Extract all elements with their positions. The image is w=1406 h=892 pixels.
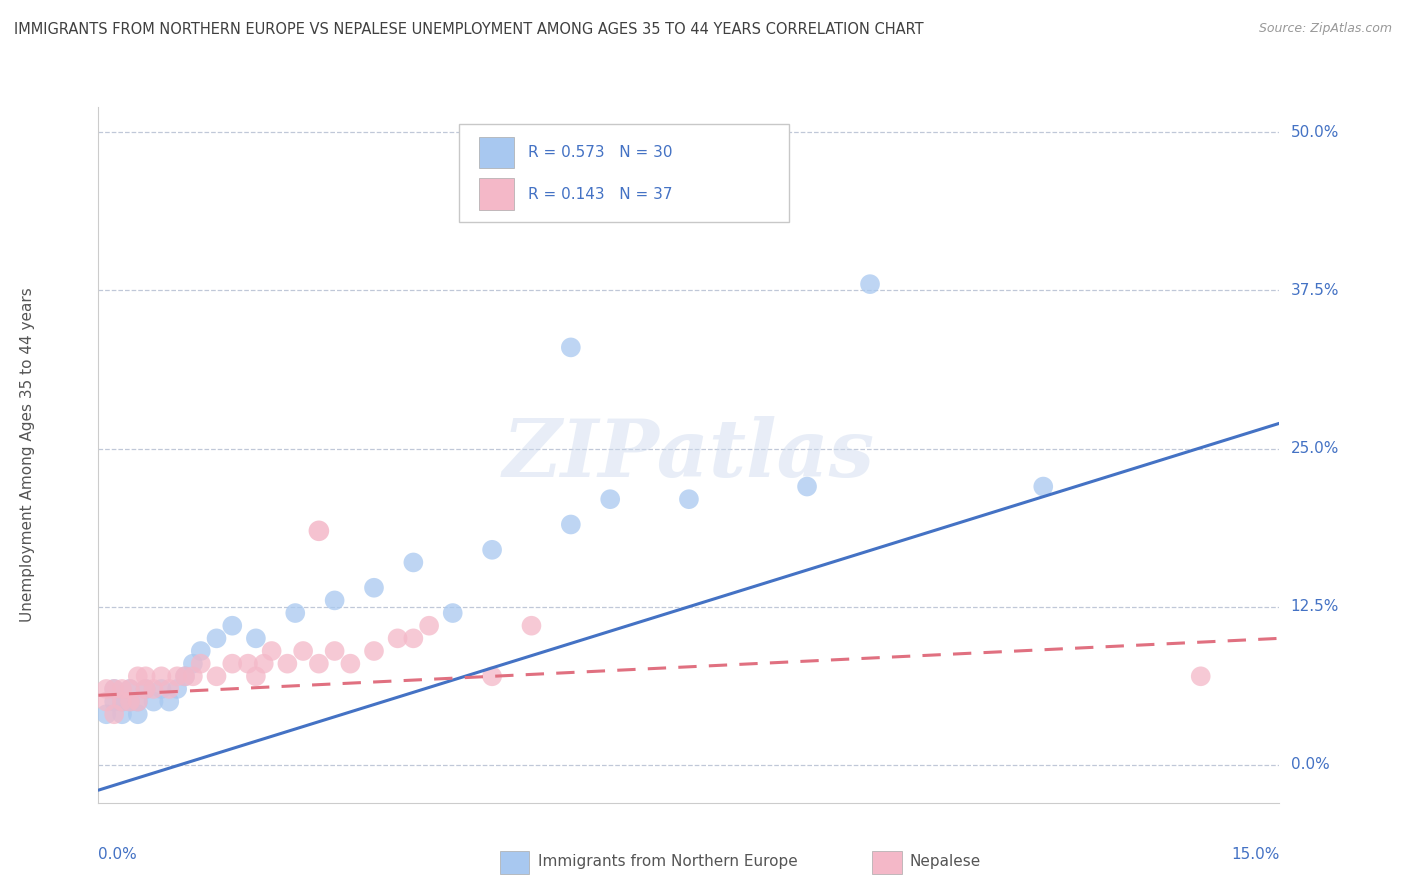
- Point: [599, 492, 621, 507]
- Point: [118, 695, 141, 709]
- FancyBboxPatch shape: [872, 851, 901, 874]
- Text: 12.5%: 12.5%: [1291, 599, 1339, 615]
- Point: [150, 681, 173, 696]
- Text: 25.0%: 25.0%: [1291, 442, 1339, 456]
- Point: [111, 695, 134, 709]
- Point: [859, 277, 882, 292]
- Point: [135, 681, 157, 696]
- Point: [111, 681, 134, 696]
- Point: [363, 644, 385, 658]
- Point: [236, 657, 259, 671]
- Point: [276, 657, 298, 671]
- Point: [253, 657, 276, 671]
- Point: [103, 707, 125, 722]
- Point: [127, 695, 149, 709]
- Point: [205, 669, 228, 683]
- Point: [1189, 669, 1212, 683]
- Point: [118, 681, 141, 696]
- Point: [520, 176, 543, 190]
- Point: [181, 657, 204, 671]
- Point: [157, 681, 180, 696]
- Point: [166, 681, 188, 696]
- Text: IMMIGRANTS FROM NORTHERN EUROPE VS NEPALESE UNEMPLOYMENT AMONG AGES 35 TO 44 YEA: IMMIGRANTS FROM NORTHERN EUROPE VS NEPAL…: [14, 22, 924, 37]
- Text: ZIPatlas: ZIPatlas: [503, 417, 875, 493]
- Point: [481, 669, 503, 683]
- FancyBboxPatch shape: [458, 124, 789, 222]
- Point: [402, 556, 425, 570]
- Point: [166, 669, 188, 683]
- Point: [96, 707, 118, 722]
- Text: Source: ZipAtlas.com: Source: ZipAtlas.com: [1258, 22, 1392, 36]
- Text: 15.0%: 15.0%: [1232, 847, 1279, 862]
- Point: [103, 695, 125, 709]
- Point: [142, 681, 165, 696]
- Point: [481, 542, 503, 557]
- Point: [118, 695, 141, 709]
- Point: [142, 695, 165, 709]
- FancyBboxPatch shape: [478, 178, 515, 210]
- FancyBboxPatch shape: [478, 136, 515, 168]
- Text: Immigrants from Northern Europe: Immigrants from Northern Europe: [537, 855, 797, 870]
- Point: [190, 644, 212, 658]
- Text: 50.0%: 50.0%: [1291, 125, 1339, 140]
- Point: [135, 681, 157, 696]
- Point: [127, 695, 149, 709]
- Point: [560, 517, 582, 532]
- Point: [308, 524, 330, 538]
- Point: [402, 632, 425, 646]
- Point: [103, 681, 125, 696]
- Point: [111, 707, 134, 722]
- Point: [560, 340, 582, 354]
- Point: [387, 632, 409, 646]
- Point: [308, 657, 330, 671]
- Point: [520, 618, 543, 632]
- Point: [96, 681, 118, 696]
- Point: [111, 695, 134, 709]
- Text: 37.5%: 37.5%: [1291, 283, 1339, 298]
- Text: R = 0.573   N = 30: R = 0.573 N = 30: [529, 145, 673, 160]
- Point: [418, 618, 440, 632]
- Point: [323, 644, 346, 658]
- Point: [127, 669, 149, 683]
- Point: [441, 606, 464, 620]
- Text: R = 0.143   N = 37: R = 0.143 N = 37: [529, 186, 673, 202]
- Point: [323, 593, 346, 607]
- Point: [190, 657, 212, 671]
- Point: [245, 669, 267, 683]
- Point: [678, 492, 700, 507]
- Point: [260, 644, 283, 658]
- Point: [103, 681, 125, 696]
- Text: Unemployment Among Ages 35 to 44 years: Unemployment Among Ages 35 to 44 years: [20, 287, 35, 623]
- Point: [127, 707, 149, 722]
- Point: [221, 657, 243, 671]
- Point: [174, 669, 197, 683]
- Text: Nepalese: Nepalese: [910, 855, 981, 870]
- Point: [245, 632, 267, 646]
- Text: 0.0%: 0.0%: [98, 847, 138, 862]
- Point: [205, 632, 228, 646]
- Point: [1032, 479, 1054, 493]
- Point: [118, 681, 141, 696]
- Point: [221, 618, 243, 632]
- Point: [96, 695, 118, 709]
- Point: [796, 479, 818, 493]
- FancyBboxPatch shape: [501, 851, 530, 874]
- Text: 0.0%: 0.0%: [1291, 757, 1329, 772]
- Point: [157, 695, 180, 709]
- Point: [292, 644, 315, 658]
- Point: [284, 606, 307, 620]
- Point: [150, 669, 173, 683]
- Point: [135, 669, 157, 683]
- Point: [339, 657, 361, 671]
- Point: [174, 669, 197, 683]
- Point: [181, 669, 204, 683]
- Point: [363, 581, 385, 595]
